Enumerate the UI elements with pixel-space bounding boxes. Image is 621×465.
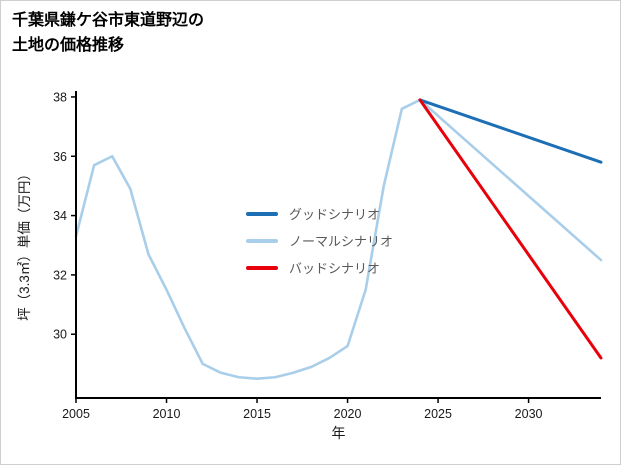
svg-text:34: 34 [53,209,67,223]
svg-text:2010: 2010 [153,407,181,421]
legend-swatch-good-scenario [246,211,278,216]
svg-text:2030: 2030 [515,407,543,421]
svg-text:2015: 2015 [243,407,271,421]
svg-text:30: 30 [53,328,67,342]
legend-item-good-scenario: グッドシナリオ [246,205,393,222]
chart-legend: グッドシナリオ ノーマルシナリオ バッドシナリオ [246,205,393,286]
chart-title-line-1: 千葉県鎌ケ谷市東道野辺の [12,12,205,29]
legend-item-normal-scenario: ノーマルシナリオ [246,232,393,249]
legend-swatch-bad-scenario [246,265,278,270]
svg-text:2005: 2005 [62,407,90,421]
legend-label-normal-scenario: ノーマルシナリオ [289,234,394,249]
legend-item-bad-scenario: バッドシナリオ [246,259,393,276]
svg-text:36: 36 [53,150,67,164]
legend-swatch-normal-scenario [246,238,278,243]
legend-label-good-scenario: グッドシナリオ [289,207,381,222]
legend-label-bad-scenario: バッドシナリオ [289,261,381,276]
chart-title-line-2: 土地の価格推移 [12,36,125,54]
svg-text:2025: 2025 [424,407,452,421]
x-axis-label: 年 [331,425,346,441]
chart-title: 千葉県鎌ケ谷市東道野辺の 土地の価格推移 [12,9,204,59]
svg-text:32: 32 [53,268,67,282]
svg-text:38: 38 [53,90,67,104]
y-axis-label: 坪（3.3㎡）単価（万円） [17,167,32,321]
svg-text:2020: 2020 [334,407,362,421]
